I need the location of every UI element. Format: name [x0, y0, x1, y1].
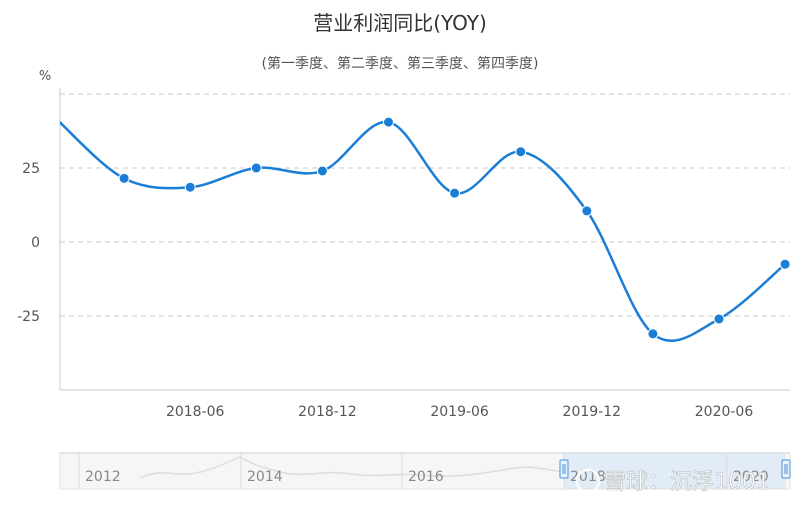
data-point[interactable] — [713, 313, 725, 325]
x-tick-label: 2019-06 — [430, 404, 489, 420]
data-point[interactable] — [449, 187, 461, 199]
x-tick-label: 2018-06 — [166, 404, 225, 420]
x-tick-labels: 2018-06 2018-12 2019-06 2019-12 2020-06 — [166, 404, 753, 420]
watermark-text: 雪球：沉浮1001 — [604, 470, 770, 495]
data-point[interactable] — [779, 258, 791, 270]
x-tick-label: 2020-06 — [695, 404, 754, 420]
range-navigator[interactable]: 2012 2014 2016 2018 2020 — [59, 452, 791, 490]
navigator-year-label: 2012 — [85, 469, 121, 485]
navigator-right-handle[interactable] — [781, 459, 791, 479]
series-line — [60, 120, 786, 342]
navigator-year-label: 2020 — [733, 469, 769, 485]
navigator-selected-range[interactable] — [564, 453, 786, 489]
chart-subtitle: (第一季度、第二季度、第三季度、第四季度) — [262, 55, 539, 72]
y-tick-label: 0 — [31, 235, 40, 251]
y-tick-label: -25 — [17, 309, 40, 325]
watermark: 雪球：沉浮1001 — [575, 468, 770, 495]
data-point[interactable] — [581, 205, 593, 217]
grid-lines — [60, 93, 790, 317]
data-point[interactable] — [184, 181, 196, 193]
y-tick-labels: 25 0 -25 — [17, 161, 40, 325]
navigator-left-handle[interactable] — [559, 459, 569, 479]
navigator-year-label: 2014 — [247, 469, 283, 485]
data-point[interactable] — [515, 146, 527, 158]
y-axis-unit-label: % — [39, 69, 51, 84]
y-tick-label: 25 — [22, 161, 40, 177]
navigator-sparkline — [139, 456, 566, 479]
x-tick-label: 2019-12 — [563, 404, 622, 420]
data-point[interactable] — [647, 328, 659, 340]
x-tick-label: 2018-12 — [298, 404, 357, 420]
navigator-year-label: 2018 — [570, 469, 606, 485]
series-group[interactable] — [58, 116, 791, 342]
data-point[interactable] — [118, 172, 130, 184]
axes — [59, 88, 790, 391]
data-point[interactable] — [250, 162, 262, 174]
snowball-logo-icon — [575, 468, 601, 494]
data-point[interactable] — [383, 116, 394, 128]
chart-title: 营业利润同比(YOY) — [313, 11, 487, 35]
data-point[interactable] — [316, 165, 328, 177]
navigator-year-label: 2016 — [408, 469, 444, 485]
